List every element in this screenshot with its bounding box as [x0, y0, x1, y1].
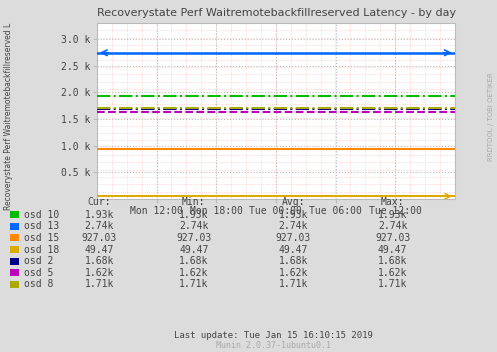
- Text: 927.03: 927.03: [276, 233, 311, 243]
- Text: 2.74k: 2.74k: [84, 221, 114, 231]
- Text: RRDTOOL / TOBI OETIKER: RRDTOOL / TOBI OETIKER: [488, 72, 494, 161]
- Text: 1.68k: 1.68k: [179, 256, 209, 266]
- Text: Avg:: Avg:: [281, 197, 305, 207]
- Text: Munin 2.0.37-1ubuntu0.1: Munin 2.0.37-1ubuntu0.1: [216, 341, 331, 350]
- Text: 927.03: 927.03: [82, 233, 117, 243]
- Text: 49.47: 49.47: [278, 245, 308, 254]
- Text: 2.74k: 2.74k: [378, 221, 408, 231]
- Text: 1.93k: 1.93k: [179, 210, 209, 220]
- Text: Last update: Tue Jan 15 16:10:15 2019: Last update: Tue Jan 15 16:10:15 2019: [174, 331, 373, 340]
- Text: 927.03: 927.03: [375, 233, 410, 243]
- Text: Max:: Max:: [381, 197, 405, 207]
- Text: 1.93k: 1.93k: [84, 210, 114, 220]
- Text: 1.62k: 1.62k: [378, 268, 408, 278]
- Text: Recoverystate Perf Waitremotebackfillreserved L: Recoverystate Perf Waitremotebackfillres…: [4, 23, 13, 210]
- Text: 1.71k: 1.71k: [278, 279, 308, 289]
- Text: 49.47: 49.47: [84, 245, 114, 254]
- Text: 1.68k: 1.68k: [84, 256, 114, 266]
- Text: Cur:: Cur:: [87, 197, 111, 207]
- Text: 1.62k: 1.62k: [179, 268, 209, 278]
- Text: 1.68k: 1.68k: [278, 256, 308, 266]
- Text: 1.62k: 1.62k: [278, 268, 308, 278]
- Text: 49.47: 49.47: [378, 245, 408, 254]
- Text: osd 15: osd 15: [24, 233, 59, 243]
- Text: osd 13: osd 13: [24, 221, 59, 231]
- Text: 1.93k: 1.93k: [378, 210, 408, 220]
- Text: 1.68k: 1.68k: [378, 256, 408, 266]
- Text: 1.93k: 1.93k: [278, 210, 308, 220]
- Text: 2.74k: 2.74k: [179, 221, 209, 231]
- Text: osd 10: osd 10: [24, 210, 59, 220]
- Text: 2.74k: 2.74k: [278, 221, 308, 231]
- Text: 1.62k: 1.62k: [84, 268, 114, 278]
- Text: 1.71k: 1.71k: [84, 279, 114, 289]
- Text: 1.71k: 1.71k: [179, 279, 209, 289]
- Text: Min:: Min:: [182, 197, 206, 207]
- Text: osd 8: osd 8: [24, 279, 53, 289]
- Text: Recoverystate Perf Waitremotebackfillreserved Latency - by day: Recoverystate Perf Waitremotebackfillres…: [97, 8, 456, 18]
- Text: 927.03: 927.03: [176, 233, 211, 243]
- Text: osd 5: osd 5: [24, 268, 53, 278]
- Text: osd 2: osd 2: [24, 256, 53, 266]
- Text: 49.47: 49.47: [179, 245, 209, 254]
- Text: 1.71k: 1.71k: [378, 279, 408, 289]
- Text: osd 18: osd 18: [24, 245, 59, 254]
